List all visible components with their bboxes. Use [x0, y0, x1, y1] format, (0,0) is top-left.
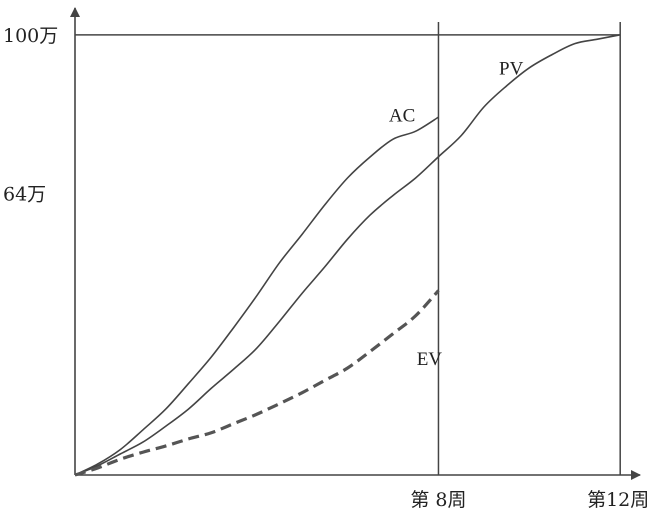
x-tick-label-week-8: 第 8周	[410, 489, 466, 511]
y-tick-label-64: 64万	[3, 183, 46, 205]
series-line-ev	[74, 289, 440, 477]
y-tick-label-100: 100万	[3, 25, 58, 47]
x-tick-label-week-12: 第12周	[587, 489, 649, 511]
series-line-ac	[74, 116, 439, 476]
series-line-pv	[74, 34, 621, 476]
series-label-ev: EV	[417, 349, 443, 370]
series-label-pv: PV	[499, 58, 524, 79]
series-label-ac: AC	[389, 106, 415, 127]
